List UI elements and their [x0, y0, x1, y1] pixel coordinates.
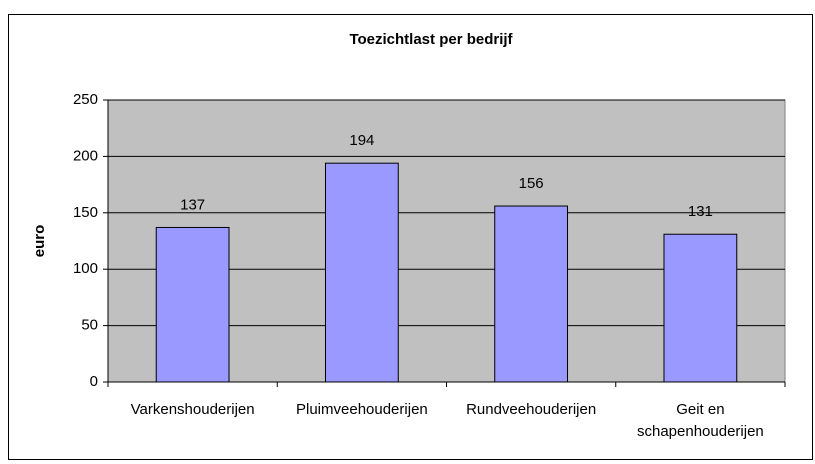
- x-tick-label-box: Pluimveehouderijen: [296, 401, 428, 418]
- bar: [324, 162, 399, 383]
- chart-title: Toezichtlast per bedrijf: [349, 31, 513, 48]
- x-tick-label: Pluimveehouderijen: [296, 401, 428, 418]
- data-label: 194: [349, 132, 374, 149]
- bar: [663, 233, 738, 383]
- y-tick-label: 0: [90, 373, 98, 390]
- data-label: 156: [519, 175, 544, 192]
- x-tick-label-box: Rundveehouderijen: [466, 401, 597, 418]
- bar: [494, 205, 569, 383]
- bar: [155, 226, 230, 383]
- x-tick-label: Varkenshouderijen: [130, 401, 255, 418]
- y-tick-label: 100: [73, 260, 98, 277]
- y-tick-label: 200: [73, 147, 98, 164]
- y-tick-label: 50: [81, 317, 98, 334]
- y-tick-label: 150: [73, 204, 98, 221]
- y-tick-label: 250: [73, 91, 98, 108]
- data-label: 137: [180, 196, 205, 213]
- x-tick-label-box: Geit en schapenhouderijen: [636, 401, 764, 440]
- y-axis-label: euro: [31, 225, 48, 258]
- x-tick-label: Geit en schapenhouderijen: [636, 401, 764, 440]
- x-tick-label-box: Varkenshouderijen: [130, 401, 255, 418]
- data-label: 131: [688, 203, 713, 220]
- x-tick-label: Rundveehouderijen: [466, 401, 597, 418]
